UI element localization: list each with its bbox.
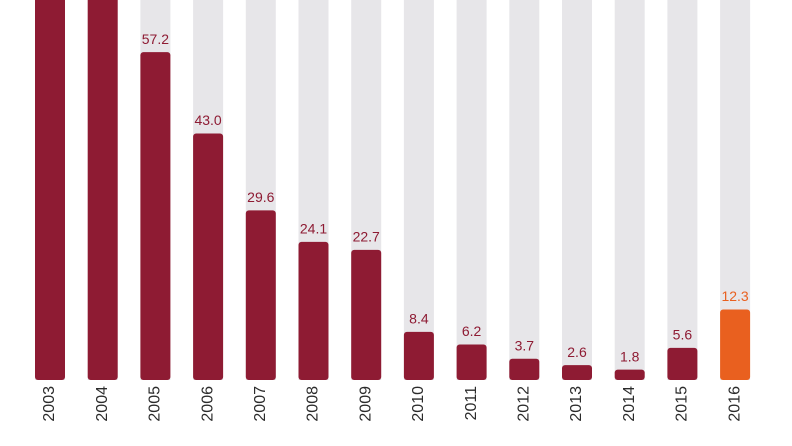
bar [245, 210, 276, 380]
x-tick-label: 2011 [463, 386, 480, 421]
x-tick-label: 2010 [410, 386, 427, 422]
x-tick-label: 2006 [199, 386, 216, 422]
value-label: 5.6 [673, 327, 693, 343]
bar [509, 358, 540, 380]
column-band [562, 0, 592, 380]
x-tick-label: 2003 [41, 386, 58, 422]
bar [667, 347, 698, 380]
value-label: 12.3 [721, 288, 748, 304]
value-label: 22.7 [353, 229, 380, 245]
value-label: 8.4 [409, 311, 429, 327]
x-tick-label: 2012 [516, 386, 533, 422]
column-band [403, 0, 434, 380]
bar [193, 133, 224, 380]
value-label: 2.6 [567, 344, 587, 360]
bar [298, 241, 329, 380]
value-label: 43.0 [194, 112, 221, 128]
column-band [667, 0, 698, 380]
x-tick-label: 2015 [674, 386, 691, 422]
x-tick-label: 2013 [568, 386, 585, 422]
value-label: 1.8 [620, 348, 640, 364]
bar [35, 0, 65, 380]
column-band [509, 0, 540, 380]
bar [87, 0, 118, 380]
column-band [456, 0, 487, 380]
column-band [614, 0, 645, 380]
bar [351, 249, 382, 380]
x-tick-label: 2016 [726, 386, 743, 422]
bar [140, 52, 171, 381]
x-tick-label: 2007 [252, 386, 269, 422]
value-label: 57.2 [142, 31, 169, 47]
bar [456, 344, 487, 380]
x-tick-label: 2009 [357, 386, 374, 422]
x-tick-label: 2004 [94, 386, 111, 422]
bar [562, 365, 592, 380]
x-tick-label: 2005 [147, 386, 164, 422]
value-label: 24.1 [300, 221, 327, 237]
x-tick-label: 2008 [305, 386, 322, 422]
bar [720, 309, 751, 380]
x-tick-label: 2014 [621, 386, 638, 422]
value-label: 29.6 [247, 189, 274, 205]
bar [614, 369, 645, 380]
bar [403, 331, 434, 380]
value-label: 6.2 [462, 323, 482, 339]
value-label: 3.7 [515, 337, 535, 353]
